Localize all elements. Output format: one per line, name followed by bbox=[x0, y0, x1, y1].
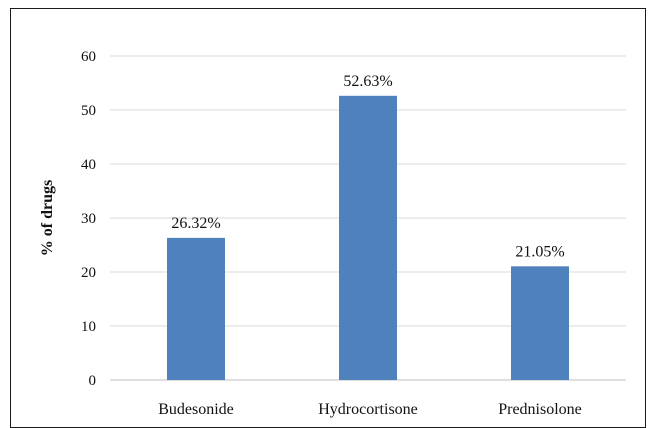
y-tick-label: 50 bbox=[81, 103, 96, 119]
y-tick-label: 40 bbox=[81, 157, 96, 173]
x-category-label: Budesonide bbox=[158, 401, 234, 418]
x-category-label: Prednisolone bbox=[498, 401, 582, 418]
y-axis-ticks: 0 10 20 30 40 50 60 bbox=[81, 49, 96, 389]
bars bbox=[167, 95, 569, 380]
y-tick-label: 10 bbox=[81, 319, 96, 335]
bar-budesonide bbox=[167, 237, 225, 380]
y-axis-label: % of drugs bbox=[39, 180, 56, 256]
y-tick-label: 0 bbox=[89, 373, 97, 389]
data-label: 52.63% bbox=[343, 73, 392, 90]
y-tick-label: 60 bbox=[81, 49, 96, 65]
x-category-label: Hydrocortisone bbox=[318, 401, 418, 418]
data-labels: 26.32% 52.63% 21.05% bbox=[171, 73, 564, 261]
data-label: 26.32% bbox=[171, 215, 220, 232]
bar-prednisolone bbox=[511, 266, 569, 380]
x-axis-categories: Budesonide Hydrocortisone Prednisolone bbox=[158, 401, 582, 418]
y-tick-label: 20 bbox=[81, 265, 96, 281]
bar-hydrocortisone bbox=[339, 95, 397, 380]
data-label: 21.05% bbox=[515, 243, 564, 260]
y-tick-label: 30 bbox=[81, 211, 96, 227]
